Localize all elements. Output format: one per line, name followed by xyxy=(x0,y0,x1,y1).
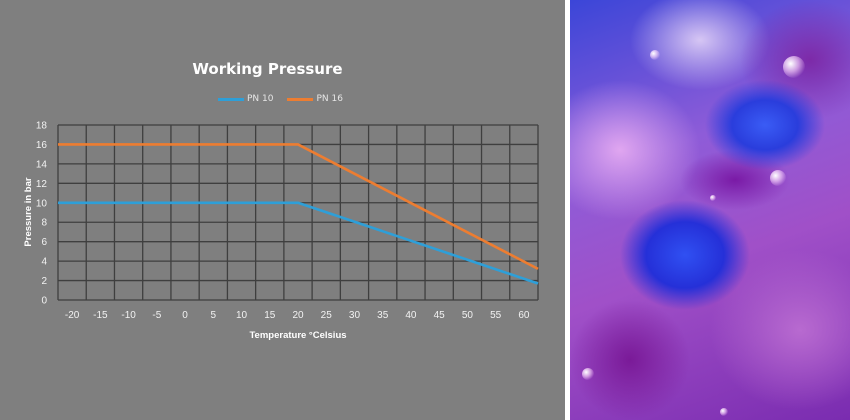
plot-grid xyxy=(57,124,539,301)
x-axis-title: Temperature °Celsius xyxy=(249,330,346,341)
x-tick-label: -20 xyxy=(65,310,80,321)
x-tick-label: 5 xyxy=(211,310,217,321)
x-tick-label: 15 xyxy=(264,310,276,321)
x-tick-label: 20 xyxy=(292,310,304,321)
x-tick-label: 60 xyxy=(518,310,530,321)
y-tick-label: 2 xyxy=(41,276,47,287)
y-tick-label: 0 xyxy=(41,296,47,307)
x-tick-label: 25 xyxy=(321,310,333,321)
y-tick-label: 18 xyxy=(36,121,48,132)
series-line-pn16 xyxy=(58,143,539,271)
bubble xyxy=(650,50,660,60)
bubble xyxy=(582,368,594,380)
y-tick-label: 6 xyxy=(41,237,47,248)
x-tick-label: 55 xyxy=(490,310,502,321)
hose-photo xyxy=(570,0,850,420)
bubble xyxy=(720,408,728,416)
x-tick-label: 40 xyxy=(405,310,417,321)
x-tick-label: 0 xyxy=(182,310,188,321)
legend-label-pn16: PN 16 xyxy=(316,94,343,104)
y-tick-label: 16 xyxy=(36,140,48,151)
data-lines xyxy=(58,143,539,285)
x-tick-label: 10 xyxy=(236,310,248,321)
y-tick-label: 8 xyxy=(41,218,47,229)
legend-swatch-pn16 xyxy=(287,97,314,101)
bubble xyxy=(710,195,716,201)
bubble xyxy=(770,170,786,186)
y-tick-label: 14 xyxy=(36,159,48,170)
chart-plot: 0 2 4 6 8 10 12 14 16 18 -20 -15 -10 -5 0 5 10 15 20 25 30 3… xyxy=(23,121,539,341)
chart-panel: Working Pressure PN 10 PN 16 0 2 4 6 8 10 12 14… xyxy=(0,0,565,420)
y-tick-label: 12 xyxy=(36,179,48,190)
chart-legend: PN 10 PN 16 xyxy=(218,94,343,104)
chart-title: Working Pressure xyxy=(192,60,343,78)
x-axis-ticks: -20 -15 -10 -5 0 5 10 15 20 25 30 35 40 45 50 55 60 xyxy=(65,310,530,321)
y-tick-label: 4 xyxy=(41,257,47,268)
y-axis-title: Pressure in bar xyxy=(23,177,34,246)
legend-item-pn16: PN 16 xyxy=(287,94,343,104)
bubble xyxy=(783,56,805,78)
legend-item-pn10: PN 10 xyxy=(218,94,273,104)
x-tick-label: -10 xyxy=(121,310,136,321)
x-tick-label: 50 xyxy=(462,310,474,321)
x-tick-label: -5 xyxy=(152,310,161,321)
x-tick-label: 45 xyxy=(434,310,446,321)
x-tick-label: -15 xyxy=(93,310,108,321)
x-tick-label: 35 xyxy=(377,310,389,321)
y-tick-label: 10 xyxy=(36,198,48,209)
series-line-pn10 xyxy=(58,201,539,285)
x-tick-label: 30 xyxy=(349,310,361,321)
legend-swatch-pn10 xyxy=(218,97,244,101)
legend-label-pn10: PN 10 xyxy=(247,94,274,104)
y-axis-ticks: 0 2 4 6 8 10 12 14 16 18 xyxy=(36,121,48,307)
